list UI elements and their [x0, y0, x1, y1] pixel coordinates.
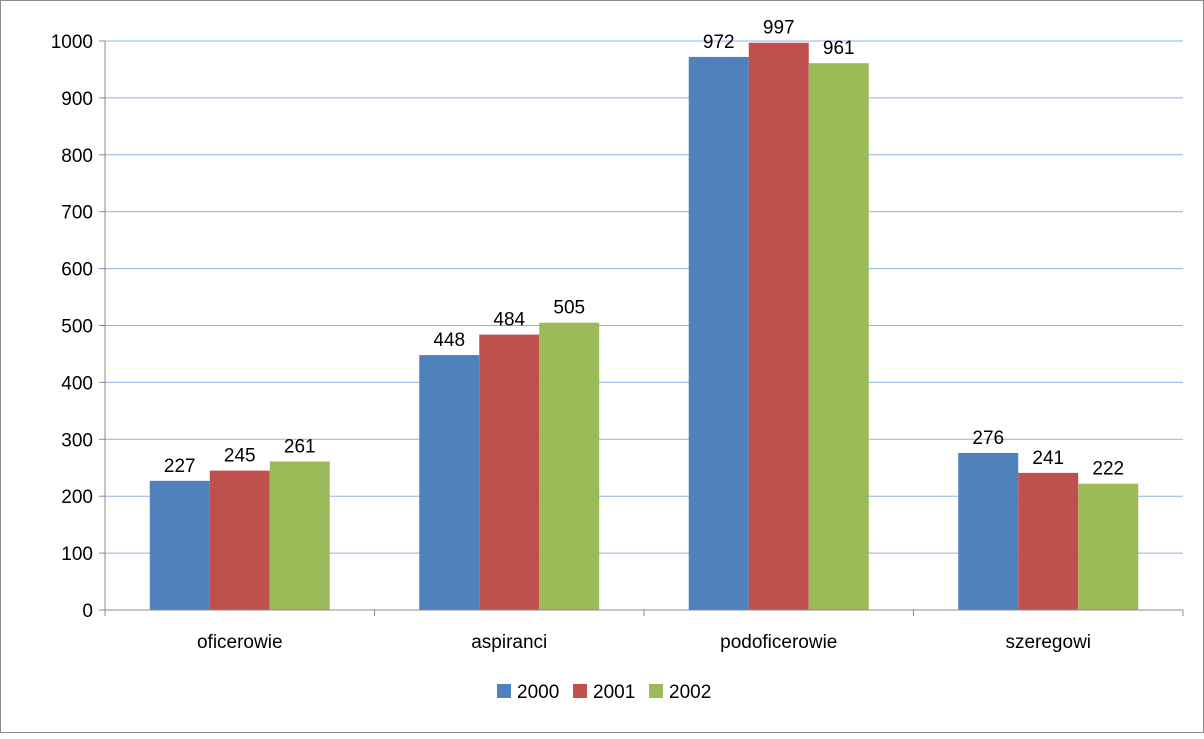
y-tick-label: 900	[61, 89, 93, 110]
axes: 0 100 200 300 400 500 600 700 800 900 1000 oficerow…	[51, 32, 1184, 653]
category-label: podoficerowie	[720, 632, 837, 653]
y-tick-label: 700	[61, 203, 93, 224]
bar	[1018, 472, 1079, 610]
y-tick-label: 500	[61, 317, 93, 338]
data-label: 245	[224, 446, 256, 467]
y-tick-label: 300	[61, 430, 93, 451]
data-label: 276	[972, 428, 1004, 449]
bar	[748, 42, 809, 610]
y-tick-label: 800	[61, 146, 93, 167]
bar	[269, 461, 330, 610]
y-tick-label: 200	[61, 487, 93, 508]
y-tick-label: 1000	[51, 32, 93, 53]
category-label: oficerowie	[197, 632, 283, 653]
bar	[1078, 483, 1139, 610]
data-label: 997	[763, 18, 795, 39]
bar	[149, 480, 210, 610]
legend-label: 2000	[517, 682, 559, 703]
legend: 2000 2001 2002	[497, 682, 711, 703]
data-label: 961	[823, 38, 855, 59]
data-label: 222	[1092, 459, 1124, 480]
y-tick-label: 400	[61, 373, 93, 394]
legend-label: 2002	[669, 682, 711, 703]
bar	[479, 334, 540, 610]
data-label: 484	[493, 310, 525, 331]
legend-swatch	[649, 684, 663, 698]
legend-swatch	[497, 684, 511, 698]
y-tick-label: 100	[61, 544, 93, 565]
category-label: aspiranci	[471, 632, 547, 653]
bar	[688, 56, 749, 610]
legend-swatch	[573, 684, 587, 698]
data-label: 261	[284, 436, 316, 457]
y-tick-label: 600	[61, 260, 93, 281]
data-label: 227	[164, 456, 196, 477]
bar	[209, 470, 270, 610]
y-tick-label: 0	[82, 601, 93, 622]
data-label: 505	[553, 298, 585, 319]
data-label: 241	[1032, 448, 1064, 469]
bar	[958, 452, 1019, 610]
bar	[419, 355, 480, 610]
bars	[149, 42, 1139, 611]
data-labels: 227 245 261 448 484 505 972 997 961 276 241 222	[164, 18, 1124, 480]
bar	[539, 322, 600, 610]
category-label: szeregowi	[1005, 632, 1091, 653]
legend-label: 2001	[593, 682, 635, 703]
bar	[808, 63, 869, 611]
data-label: 448	[433, 330, 465, 351]
data-label: 972	[703, 32, 735, 53]
